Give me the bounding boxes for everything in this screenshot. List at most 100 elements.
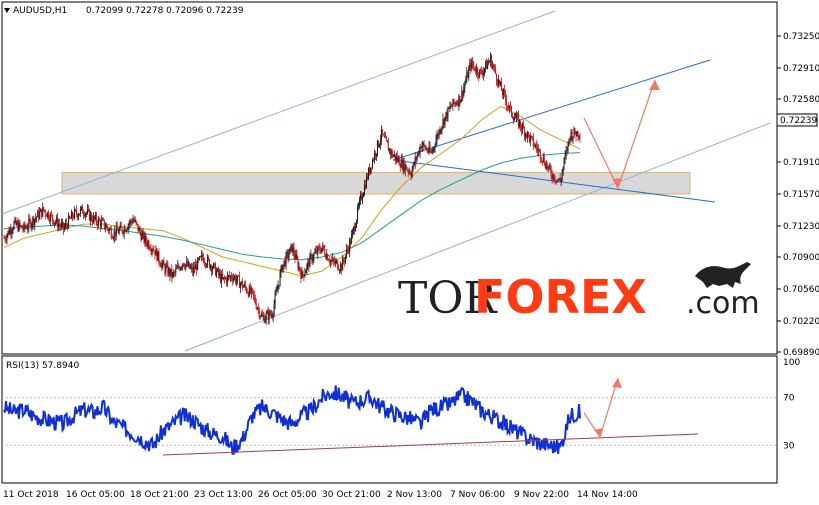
candle-body <box>76 214 78 218</box>
candle-body <box>120 225 122 228</box>
candle-body <box>91 220 93 223</box>
candle-body <box>484 68 486 72</box>
trendline-upper <box>392 59 711 161</box>
candle-body <box>244 284 246 288</box>
candle-body <box>273 304 275 315</box>
rsi-tick-label: 100 <box>783 358 800 368</box>
candle-body <box>252 289 254 296</box>
candle-body <box>561 172 563 180</box>
rsi-series <box>3 385 581 456</box>
candle-body <box>142 232 144 235</box>
rsi-tick-label: 30 <box>783 441 795 451</box>
candle-body <box>421 145 423 149</box>
candle-body <box>188 262 190 267</box>
candle-body <box>102 219 104 221</box>
candle-body <box>15 219 17 225</box>
candle-body <box>389 148 391 155</box>
candle-body <box>215 263 217 276</box>
candle-body <box>192 266 194 273</box>
candle-body <box>393 154 395 156</box>
candle-body <box>369 167 371 174</box>
candle-body <box>529 136 531 142</box>
candle-body <box>427 151 429 152</box>
candle-body <box>532 137 534 147</box>
candle-body <box>507 106 509 108</box>
candle-body <box>348 249 350 253</box>
candle-body <box>441 126 443 130</box>
candle-body <box>122 232 124 234</box>
candle-body <box>3 238 5 239</box>
candle-body <box>385 136 387 141</box>
candle-body <box>505 92 507 100</box>
candle-body <box>296 254 298 259</box>
candle-body <box>115 226 117 237</box>
candle-body <box>166 264 168 267</box>
candle-body <box>175 268 177 273</box>
candle-body <box>394 154 396 161</box>
candle-body <box>116 226 118 231</box>
candle-body <box>53 220 55 225</box>
candle-body <box>456 103 458 105</box>
candle-body <box>161 263 163 268</box>
candle-body <box>38 211 40 219</box>
candle-body <box>460 99 462 103</box>
candle-body <box>113 231 115 239</box>
candle-body <box>5 239 7 241</box>
rsi-trendline <box>162 433 699 456</box>
candle-body <box>284 260 286 266</box>
candle-body <box>137 224 139 232</box>
candle-body <box>149 248 151 250</box>
candle-body <box>401 158 403 170</box>
candle-body <box>271 314 273 318</box>
candle-body <box>307 261 309 265</box>
candle-body <box>507 106 509 107</box>
candle-body <box>485 61 487 69</box>
candle-body <box>451 106 453 107</box>
candle-body <box>69 216 71 219</box>
candle-body <box>431 151 433 153</box>
candle-body <box>283 260 285 265</box>
candle-body <box>364 184 366 189</box>
candle-body <box>502 90 504 95</box>
candle-body <box>498 79 500 85</box>
candle-body <box>472 60 474 66</box>
candle-body <box>290 244 292 248</box>
candle-body <box>469 63 471 69</box>
candle-body <box>453 99 455 104</box>
candle-body <box>560 179 562 182</box>
candle-body <box>425 148 427 150</box>
candle-body <box>573 128 575 137</box>
candle-body <box>361 195 363 200</box>
candle-body <box>574 128 576 134</box>
candle-body <box>110 228 112 238</box>
candle-body <box>40 209 42 212</box>
candle-body <box>428 146 430 152</box>
candle-body <box>194 266 196 270</box>
candle-body <box>241 281 243 288</box>
candle-body <box>214 263 216 265</box>
candle-body <box>29 218 31 221</box>
candle-body <box>383 134 385 138</box>
candle-body <box>562 167 564 173</box>
candle-body <box>491 55 493 68</box>
candle-body <box>255 303 257 309</box>
candle-body <box>47 212 49 217</box>
candle-body <box>320 250 322 253</box>
collapse-icon[interactable] <box>4 8 10 13</box>
time-tick-label: 26 Oct 05:00 <box>258 490 317 500</box>
candle-body <box>129 220 131 224</box>
watermark-tor: TOR <box>398 273 498 324</box>
candle-body <box>217 268 219 272</box>
candle-body <box>555 180 557 182</box>
candle-body <box>461 90 463 100</box>
candle-body <box>183 263 185 267</box>
candle-body <box>204 262 206 264</box>
candle-body <box>377 140 379 147</box>
candle-body <box>65 223 67 227</box>
candle-body <box>570 131 572 140</box>
candle-body <box>522 124 524 129</box>
candle-body <box>390 151 392 155</box>
candle-body <box>268 311 270 320</box>
candle-body <box>363 184 365 194</box>
candle-body <box>184 266 186 269</box>
